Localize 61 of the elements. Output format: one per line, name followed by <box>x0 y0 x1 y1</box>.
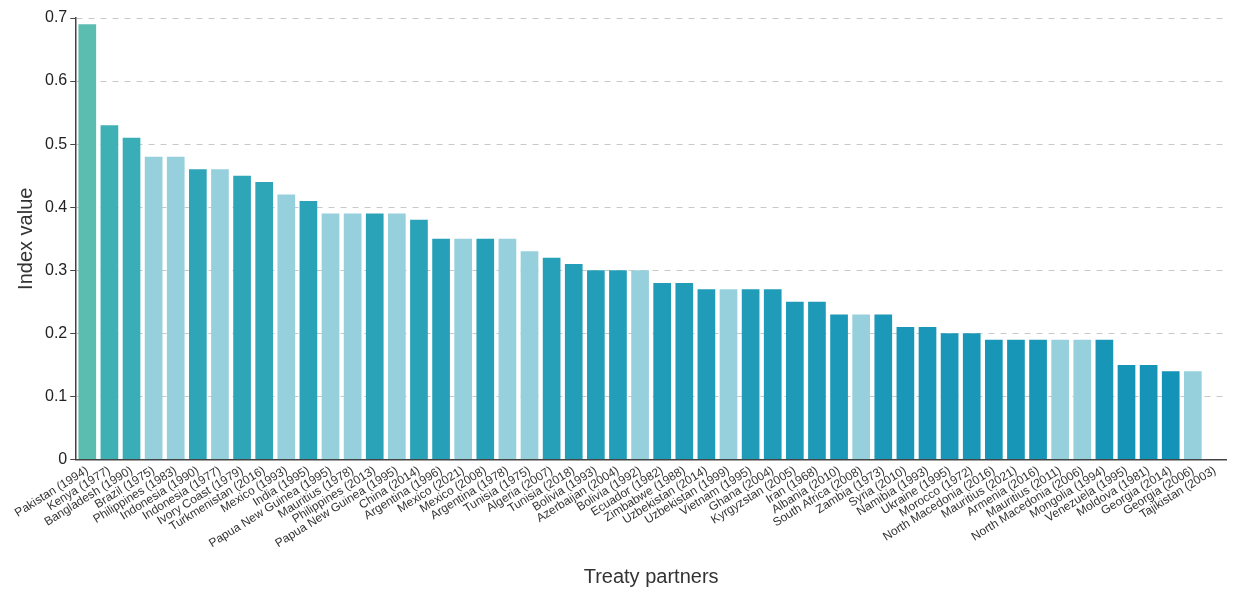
y-tick-label: 0.4 <box>44 197 68 215</box>
bar <box>830 314 848 459</box>
y-tick-label: 0.6 <box>44 71 68 89</box>
bar <box>100 125 119 459</box>
y-tick-label: 0.5 <box>44 134 68 152</box>
bar <box>255 181 274 459</box>
bar <box>564 263 583 459</box>
bar <box>1007 339 1025 459</box>
bar <box>1183 371 1202 459</box>
bar <box>1117 364 1136 459</box>
bar <box>321 213 340 459</box>
bar <box>741 289 760 459</box>
bar <box>166 156 185 459</box>
bar <box>609 270 627 459</box>
bar <box>962 333 981 459</box>
bar <box>763 289 782 459</box>
bar <box>476 238 495 459</box>
bar <box>189 169 207 459</box>
bar <box>122 137 141 459</box>
bar <box>78 24 97 459</box>
bar <box>277 194 296 459</box>
bar <box>940 333 959 459</box>
y-tick-label: 0.1 <box>44 386 68 404</box>
bar <box>1095 339 1114 459</box>
bar <box>1073 339 1092 459</box>
y-tick-label: 0.3 <box>44 260 68 278</box>
bar <box>388 213 406 459</box>
y-tick-label: 0.2 <box>44 323 68 341</box>
bar <box>233 175 251 459</box>
x-axis-title: Treaty partners <box>583 564 719 587</box>
bar <box>786 301 804 459</box>
y-tick-label: 0 <box>58 449 68 467</box>
bar <box>454 238 473 459</box>
bar <box>874 314 893 459</box>
bar <box>719 289 738 459</box>
bar <box>653 282 672 459</box>
bar <box>852 314 871 459</box>
bar <box>343 213 362 459</box>
bar <box>432 238 450 459</box>
bar <box>1029 339 1047 459</box>
bar <box>587 270 605 459</box>
bar <box>918 327 937 459</box>
bar <box>896 327 915 459</box>
bar <box>211 169 229 459</box>
y-tick-label: 0.7 <box>44 8 68 26</box>
y-axis-title: Index value <box>13 187 36 290</box>
bar <box>984 339 1003 459</box>
bar <box>520 251 539 459</box>
bar <box>697 289 716 459</box>
bar <box>1161 371 1180 459</box>
bar <box>808 301 826 459</box>
bar <box>365 213 384 459</box>
bar <box>299 200 318 459</box>
bar <box>498 238 517 459</box>
bar <box>542 257 561 459</box>
bar <box>675 282 694 459</box>
bar <box>631 270 649 459</box>
bar <box>1051 339 1070 459</box>
bar <box>144 156 163 459</box>
bar <box>410 219 428 459</box>
bar <box>1139 364 1158 459</box>
